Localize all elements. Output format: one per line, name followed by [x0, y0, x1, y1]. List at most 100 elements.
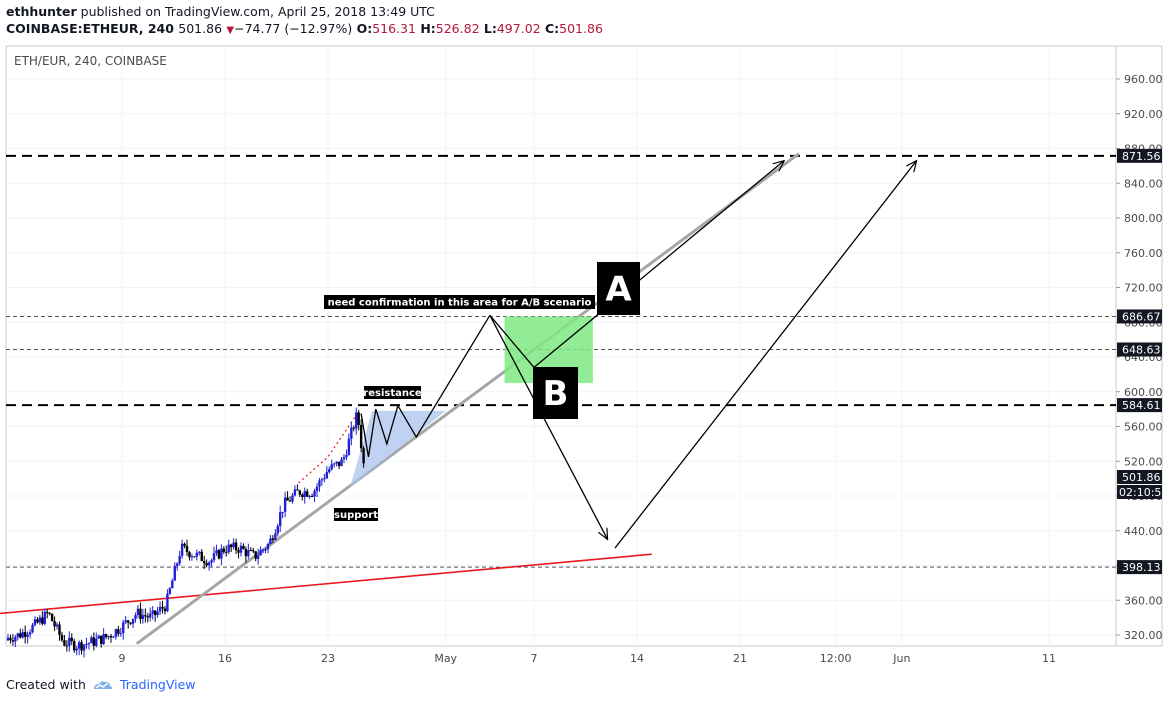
y-tick-label: 760.00 [1124, 247, 1163, 260]
candle-body [293, 489, 297, 496]
candle-body [308, 495, 311, 497]
down-arrow-icon: ▼ [226, 25, 235, 36]
candle-body [161, 606, 164, 609]
support-label-box [334, 508, 378, 521]
y-tick-label: 960.00 [1124, 73, 1163, 86]
candle-body [68, 637, 71, 646]
y-tick-label: 560.00 [1124, 421, 1163, 434]
candle-body [212, 553, 216, 561]
countdown-label: 02:10:53 [1119, 486, 1168, 499]
candle-body [301, 494, 304, 498]
price-level-label: 686.67 [1122, 310, 1161, 323]
candle-body [97, 635, 100, 639]
countdown-tag [1117, 485, 1162, 500]
candle-body [232, 542, 235, 548]
scenario-b-label-box [533, 367, 578, 419]
candle-body [254, 551, 257, 559]
candles [6, 407, 365, 658]
candle-body [249, 550, 252, 552]
candle-body [313, 490, 316, 497]
candle-body [205, 563, 208, 566]
symbol-info: COINBASE:ETHEUR, 240 501.86 ▼−74.77 (−12… [6, 21, 603, 36]
price-level-tag [1117, 148, 1162, 163]
candle-body [274, 533, 277, 540]
y-tick-label: 360.00 [1124, 594, 1163, 607]
candle-body [234, 542, 238, 551]
candle-body [87, 643, 91, 645]
candle-body [357, 412, 360, 425]
candle-body [99, 635, 103, 644]
candle-body [141, 615, 145, 619]
candle-body [50, 613, 54, 622]
candle-body [146, 616, 149, 618]
scenario-b-up-arrow [614, 161, 917, 549]
x-tick-label: Jun [892, 652, 910, 665]
candle-body [266, 543, 270, 550]
candle-body [107, 635, 110, 638]
candle-body [247, 550, 250, 557]
candle-body [279, 512, 282, 526]
chart-title: ETH/EUR, 240, COINBASE [14, 54, 167, 68]
candle-body [359, 424, 363, 449]
candle-body [58, 624, 61, 635]
x-tick-label: 21 [733, 652, 747, 665]
price-level-label: 648.63 [1122, 344, 1161, 357]
x-tick-label: 11 [1042, 652, 1056, 665]
candle-body [166, 593, 169, 612]
price-level-label: 398.13 [1122, 561, 1161, 574]
price-change: −74.77 (−12.97%) [234, 21, 353, 36]
candle-body [303, 491, 306, 498]
candle-body [176, 563, 179, 566]
low-value: 497.02 [496, 21, 541, 36]
candle-body [151, 610, 154, 614]
candle-body [198, 551, 201, 553]
candle-body [318, 480, 321, 487]
candle-body [286, 497, 289, 501]
candle-body [109, 635, 113, 638]
tradingview-cloud-icon[interactable] [92, 679, 114, 691]
candle-body [75, 648, 78, 651]
candle-body [156, 611, 159, 616]
candle-body [102, 634, 105, 644]
low-label: L: [483, 21, 497, 36]
candle-body [26, 634, 29, 637]
candle-body [168, 588, 172, 594]
candle-body [124, 620, 127, 623]
candle-body [264, 549, 267, 551]
candle-body [144, 615, 147, 617]
publish-text: published on TradingView.com, April 25, … [76, 4, 435, 19]
candle-body [310, 495, 314, 497]
price-level-tag [1117, 309, 1162, 324]
candle-body [117, 629, 120, 634]
candle-body [305, 491, 309, 497]
scenario-a-label: A [605, 270, 632, 310]
x-tick-label: 14 [630, 652, 644, 665]
candle-body [80, 642, 83, 651]
candle-body [320, 479, 324, 481]
candle-body [63, 640, 66, 646]
candle-body [85, 643, 88, 645]
candle-body [335, 461, 338, 464]
candle-body [337, 461, 341, 467]
x-tick-label: 12:00 [820, 652, 852, 665]
candle-body [36, 619, 39, 623]
candle-body [281, 511, 284, 513]
confirmation-note: need confirmation in this area for A/B s… [328, 298, 592, 309]
candle-body [242, 545, 245, 549]
candle-body [129, 622, 132, 624]
y-tick-label: 920.00 [1124, 108, 1163, 121]
candle-body [21, 632, 24, 638]
author-name[interactable]: ethhunter [6, 4, 77, 19]
candle-body [6, 637, 10, 641]
candle-body [252, 550, 255, 552]
candle-body [104, 634, 108, 638]
candle-body [352, 427, 355, 429]
red-trendline [0, 553, 652, 615]
price-level-label: 871.56 [1122, 150, 1161, 163]
tradingview-link[interactable]: TradingView [119, 677, 196, 692]
close-label: C: [544, 21, 560, 36]
candle-body [112, 636, 115, 638]
high-value: 526.82 [435, 21, 480, 36]
scenario-zigzag [360, 314, 491, 458]
